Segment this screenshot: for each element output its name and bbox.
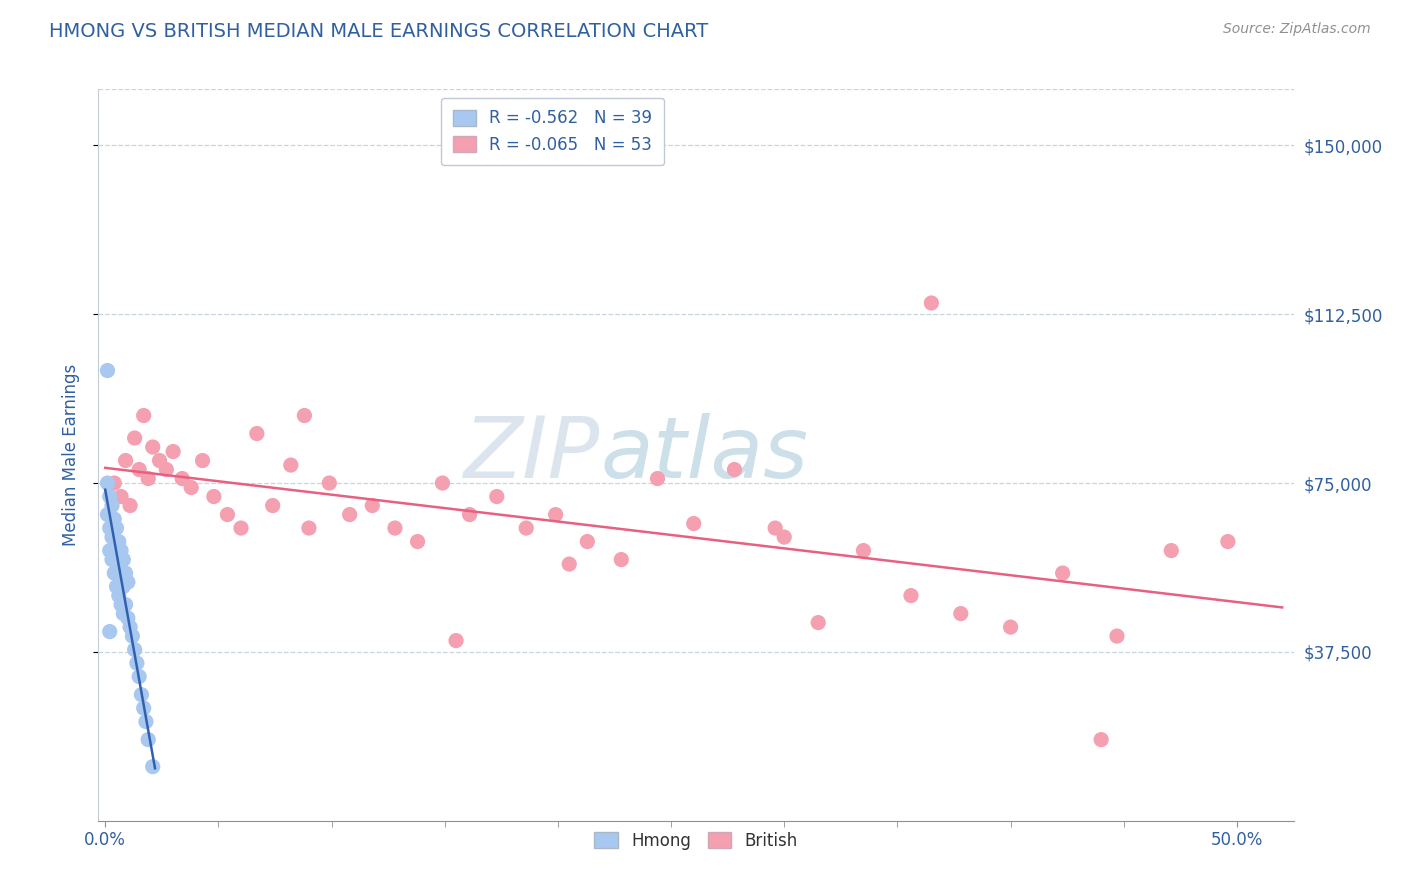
Point [485,490,508,504]
Point [132,701,155,715]
Point [262,499,284,513]
Point [110,490,132,504]
Point [128,462,150,476]
Point [280,458,302,472]
Point [103,512,125,526]
Legend: Hmong, British: Hmong, British [588,825,804,856]
Point [339,508,361,522]
Point [136,471,159,485]
Point [361,499,384,513]
Point [120,620,142,634]
Point [515,521,537,535]
Point [432,476,454,491]
Point [155,462,177,476]
Point [96,476,118,491]
Point [142,759,165,773]
Point [101,499,124,513]
Point [458,508,481,522]
Point [723,462,745,476]
Point [900,589,922,603]
Point [107,589,129,603]
Point [125,656,148,670]
Point [1216,534,1239,549]
Point [98,624,121,639]
Point [114,453,136,467]
Point [1052,566,1074,580]
Point [406,534,429,549]
Point [610,552,633,566]
Point [105,580,128,594]
Point [98,543,121,558]
Point [148,453,170,467]
Point [217,508,239,522]
Point [292,409,315,423]
Point [1000,620,1022,634]
Point [103,543,125,558]
Point [298,521,321,535]
Point [117,575,139,590]
Y-axis label: Median Male Earnings: Median Male Earnings [62,364,80,546]
Point [172,471,194,485]
Point [98,490,121,504]
Point [852,543,875,558]
Point [112,552,135,566]
Point [124,431,146,445]
Point [949,607,972,621]
Point [103,476,125,491]
Point [110,598,132,612]
Point [807,615,830,630]
Point [558,557,581,571]
Point [96,508,118,522]
Point [107,534,129,549]
Point [229,521,252,535]
Point [1160,543,1182,558]
Point [121,629,143,643]
Point [110,566,132,580]
Point [117,611,139,625]
Text: Source: ZipAtlas.com: Source: ZipAtlas.com [1223,22,1371,37]
Point [132,409,155,423]
Point [114,598,136,612]
Point [773,530,796,544]
Point [114,566,136,580]
Point [112,607,135,621]
Point [1105,629,1128,643]
Text: HMONG VS BRITISH MEDIAN MALE EARNINGS CORRELATION CHART: HMONG VS BRITISH MEDIAN MALE EARNINGS CO… [49,22,709,41]
Point [110,543,132,558]
Point [120,499,142,513]
Point [180,481,202,495]
Point [763,521,786,535]
Point [444,633,467,648]
Point [124,642,146,657]
Point [544,508,567,522]
Point [101,530,124,544]
Point [202,490,225,504]
Point [103,566,125,580]
Point [576,534,599,549]
Point [101,552,124,566]
Point [112,580,135,594]
Point [162,444,184,458]
Point [98,521,121,535]
Point [135,714,157,729]
Point [318,476,340,491]
Point [384,521,406,535]
Point [96,363,118,377]
Point [682,516,704,531]
Point [105,552,128,566]
Point [1090,732,1112,747]
Point [647,471,669,485]
Point [136,732,159,747]
Point [107,561,129,575]
Text: atlas: atlas [600,413,808,497]
Point [105,521,128,535]
Point [131,688,153,702]
Text: ZIP: ZIP [464,413,600,497]
Point [142,440,165,454]
Point [191,453,214,467]
Point [920,296,942,310]
Point [128,670,150,684]
Point [246,426,269,441]
